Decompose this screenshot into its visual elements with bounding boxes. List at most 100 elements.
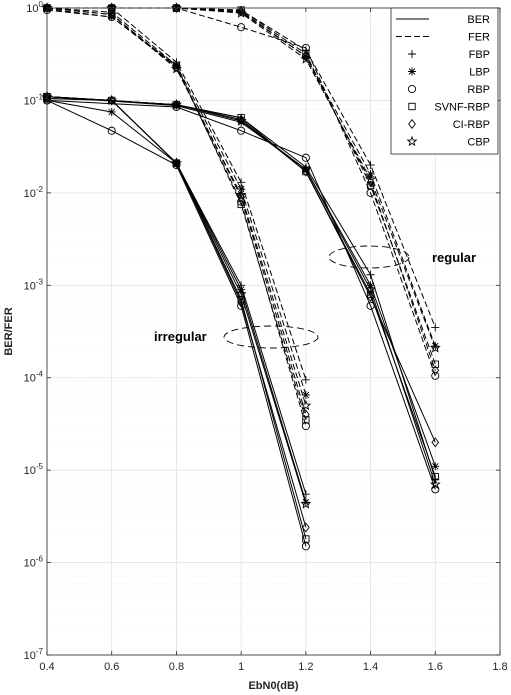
y-tick-label: 10-3 [24,277,44,292]
diamond-marker [301,522,310,533]
series-line [46,7,307,406]
legend-label: LBP [469,67,490,79]
y-tick-label: 10-6 [24,555,44,570]
legend-item-svnf-rbp: SVNF-RBP [408,102,490,114]
star-marker [406,135,418,147]
star-marker [300,498,312,509]
diamond-marker [172,61,181,73]
plus-marker [301,375,310,384]
circle-marker [431,485,440,494]
star-marker [106,8,118,20]
y-tick-label: 10-7 [24,647,44,662]
x-tick-label: 1.8 [492,661,507,673]
legend-label: SVNF-RBP [434,102,490,114]
asterisk-marker [172,101,181,110]
asterisk-marker [408,67,416,76]
star-marker [106,94,118,106]
square-marker [302,535,310,543]
x-tick-label: 0.4 [39,661,54,673]
regular-ber-star-series [41,90,441,490]
circle-marker [237,126,246,135]
plot-area-frame [46,7,501,656]
square-marker [431,360,439,368]
y-tick-label: 100 [26,0,43,15]
series-line [46,7,307,415]
asterisk-marker [237,8,246,17]
legend-item-ci-rbp: CI-RBP [408,118,490,131]
diamond-marker [301,409,310,420]
diamond-marker [408,118,416,130]
annotation-regular: regular [432,250,476,265]
irregular-group-ellipse [223,325,319,349]
star-marker [235,115,247,126]
star-marker [235,288,247,299]
star-marker [170,157,182,168]
diamond-marker [237,114,246,125]
star-marker [170,63,182,74]
circle-marker [301,153,310,162]
circle-marker [107,126,116,135]
legend-item-lbp: LBP [408,67,490,79]
legend: BER FER FBP LBP RBP SVNF-RBP CI-RBP CBP [390,7,499,155]
x-tick-label: 0.6 [104,661,119,673]
star-marker [429,342,441,353]
legend-item-ber: BER [396,14,490,26]
y-tick-label: 10-2 [24,185,44,200]
asterisk-marker [237,185,246,194]
star-marker [365,283,377,295]
star-marker [235,7,247,18]
star-marker [235,189,247,200]
plus-marker [408,50,416,58]
asterisk-marker [431,462,440,471]
asterisk-marker [301,391,310,400]
y-tick-label: 10-4 [24,370,44,385]
circle-marker [301,542,310,551]
star-marker [365,173,377,185]
legend-label: BER [467,14,490,26]
legend-item-rbp: RBP [407,84,490,96]
x-tick-label: 1 [238,661,244,673]
x-tick-label: 1.4 [363,661,378,673]
plus-marker [366,270,375,279]
plus-marker [237,178,246,187]
y-tick-label: 10-5 [24,462,44,477]
x-tick-label: 1.6 [428,661,443,673]
diamond-marker [237,6,246,17]
plus-marker [366,161,375,170]
square-marker [302,416,310,424]
star-marker [429,478,441,490]
star-marker [300,163,312,174]
star-marker [300,399,312,411]
circle-marker [107,12,116,22]
regular-group-ellipse [328,245,410,269]
annotation-layer: irregular regular [154,245,476,349]
legend-label: CI-RBP [453,119,490,131]
plus-marker [431,323,440,332]
circle-marker [431,371,440,380]
circle-marker [237,23,246,32]
legend-label: RBP [467,84,490,96]
legend-label: FBP [469,49,490,61]
legend-item-cbp: CBP [406,135,490,149]
diamond-marker [431,365,440,376]
y-tick-label: 10-1 [24,92,44,107]
tick-layer: 0.4 0.6 0.8 1 1.2 1.4 1.6 1.8 10-7 10-6 10-5 10-4 10… [24,0,508,673]
x-axis-label: EbN0(dB) [248,680,298,692]
asterisk-marker [431,342,440,351]
series-line [46,96,436,485]
diamond-marker [431,437,440,448]
asterisk-marker [107,107,116,116]
legend-label: CBP [467,137,490,149]
legend-item-fbp: FBP [408,49,490,61]
y-axis-label: BER/FER [3,307,15,355]
x-tick-label: 1.2 [298,661,313,673]
circle-marker [407,84,417,94]
x-tick-label: 0.8 [169,661,184,673]
legend-box [390,7,499,155]
star-marker [170,98,182,110]
square-marker [408,102,416,111]
circle-marker [301,421,310,431]
star-marker [300,53,312,64]
legend-item-fer: FER [396,32,490,44]
annotation-irregular: irregular [154,329,207,344]
